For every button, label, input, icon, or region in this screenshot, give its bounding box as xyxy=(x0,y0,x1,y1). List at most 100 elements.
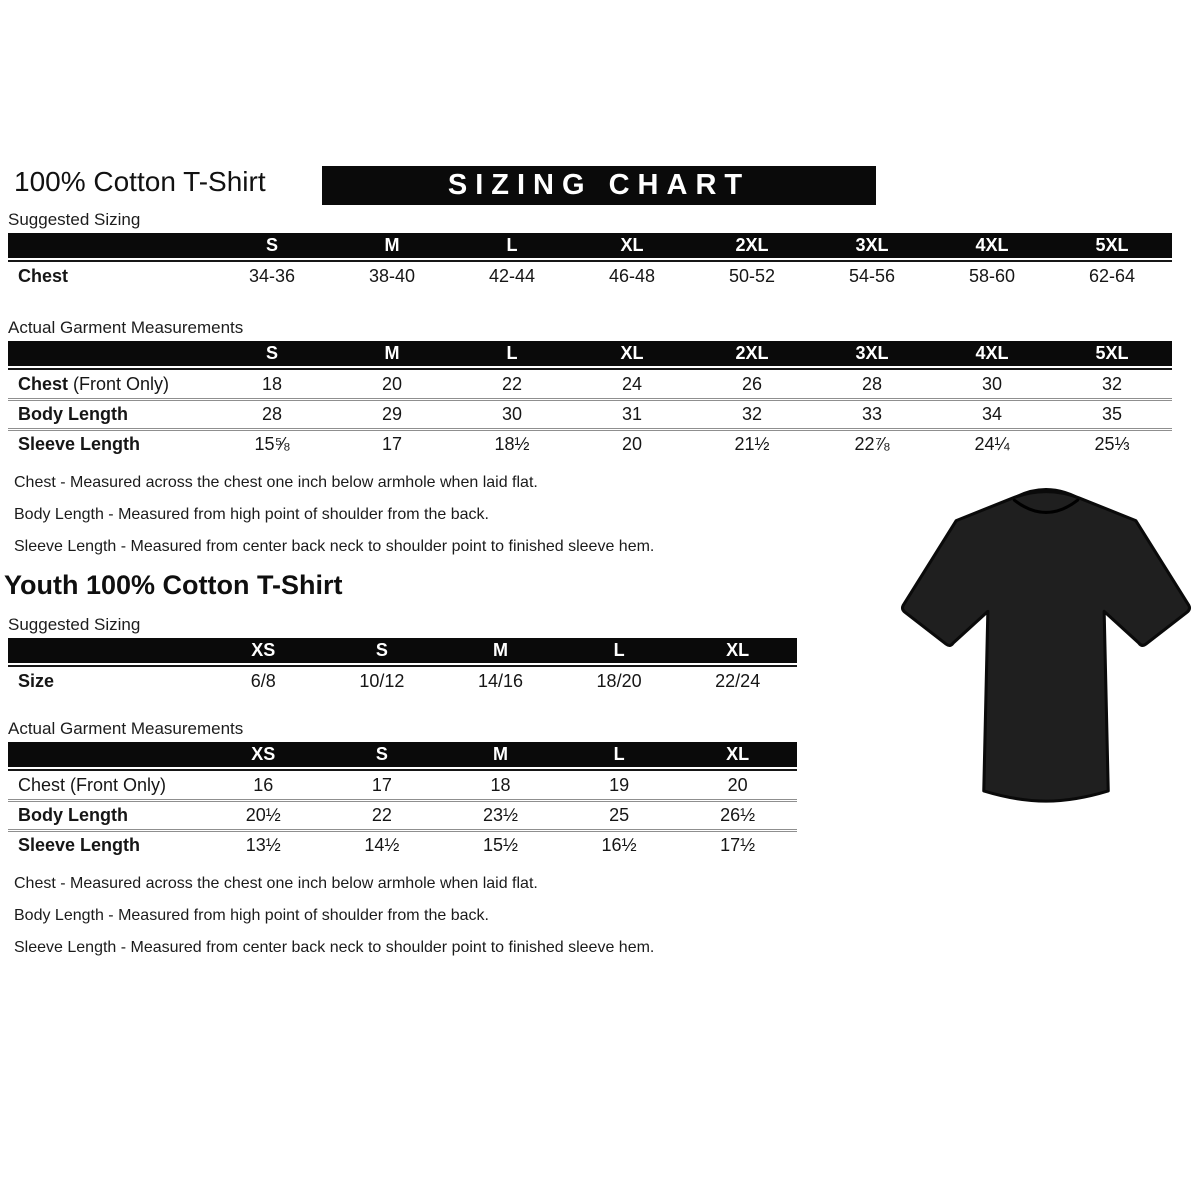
tshirt-body xyxy=(901,490,1191,803)
size-column-header: M xyxy=(332,233,452,260)
measurement-value: 23½ xyxy=(441,799,560,829)
adult-suggested-sizing-label: Suggested Sizing xyxy=(8,210,141,229)
measurement-value: 18½ xyxy=(452,428,572,458)
size-column-header: 3XL xyxy=(812,341,932,368)
note-chest: Chest - Measured across the chest one in… xyxy=(14,474,538,491)
measurement-row: Body Length 20½ 22 23½ 25 26½ xyxy=(8,799,797,829)
size-header-row: XS S M L XL xyxy=(8,742,797,769)
measurement-value: 58-60 xyxy=(932,260,1052,290)
measurement-value: 19 xyxy=(559,769,679,799)
measurement-value: 16½ xyxy=(559,829,679,859)
measurement-value: 28 xyxy=(812,368,932,398)
adult-actual-measurements-label: Actual Garment Measurements xyxy=(8,318,244,337)
measurement-value: 24 xyxy=(572,368,692,398)
measurement-value: 14/16 xyxy=(441,665,560,695)
youth-suggested-sizing-table: XS S M L XL Size 6/8 10/12 14/16 18/20 22/24 xyxy=(8,638,797,695)
measurement-value: 14½ xyxy=(322,829,442,859)
measurement-value: 15½ xyxy=(441,829,560,859)
tshirt-product-image xyxy=(893,466,1199,818)
size-column-header: L xyxy=(452,341,572,368)
measurement-row: Chest (Front Only) 18 20 22 24 26 28 30 32 xyxy=(8,368,1172,398)
page-title: 100% Cotton T-Shirt xyxy=(14,166,266,197)
measurement-value: 22 xyxy=(322,799,442,829)
measurement-value: 31 xyxy=(572,398,692,428)
note-sleeve-length: Sleeve Length - Measured from center bac… xyxy=(14,939,655,956)
note-sleeve-length: Sleeve Length - Measured from center bac… xyxy=(14,538,655,555)
measurement-value: 28 xyxy=(212,398,332,428)
row-label-cell: Sleeve Length xyxy=(8,829,204,859)
row-label-text: Sleeve Length xyxy=(18,835,141,855)
measurement-value: 21½ xyxy=(692,428,812,458)
measurement-value: 17 xyxy=(322,769,442,799)
header-corner-cell xyxy=(8,341,212,368)
header-corner-cell xyxy=(8,742,204,769)
measurement-value: 26 xyxy=(692,368,812,398)
size-column-header: M xyxy=(332,341,452,368)
size-column-header: L xyxy=(452,233,572,260)
adult-actual-measurements-table: S M L XL 2XL 3XL 4XL 5XL Chest (Front Only) 18 20 2… xyxy=(8,341,1172,458)
row-label-cell: Chest (Front Only) xyxy=(8,769,204,799)
size-column-header: 2XL xyxy=(692,341,812,368)
measurement-row: Chest 34-36 38-40 42-44 46-48 50-52 54-56 58-60… xyxy=(8,260,1172,290)
row-label-text: Body Length xyxy=(18,805,128,825)
sizing-chart-banner: SIZING CHART xyxy=(322,166,876,205)
measurement-row: Sleeve Length 15⅝ 17 18½ 20 21½ 22⅞ 24¼ 25⅓ xyxy=(8,428,1172,458)
size-column-header: M xyxy=(441,638,560,665)
size-column-header: S xyxy=(322,742,442,769)
row-label-text: Chest xyxy=(18,373,69,394)
header-corner-cell xyxy=(8,233,212,260)
note-body-length: Body Length - Measured from high point o… xyxy=(14,506,489,523)
measurement-value: 62-64 xyxy=(1052,260,1172,290)
measurement-value: 54-56 xyxy=(812,260,932,290)
measurement-value: 34-36 xyxy=(212,260,332,290)
tshirt-neck-seam xyxy=(1012,498,1080,514)
measurement-value: 10/12 xyxy=(322,665,442,695)
youth-actual-measurements-label: Actual Garment Measurements xyxy=(8,719,244,738)
row-label-text: Sleeve Length xyxy=(18,434,141,454)
size-column-header: 4XL xyxy=(932,341,1052,368)
size-column-header: XL xyxy=(572,233,692,260)
measurement-value: 20 xyxy=(572,428,692,458)
measurement-value: 29 xyxy=(332,398,452,428)
measurement-value: 25 xyxy=(559,799,679,829)
measurement-value: 18/20 xyxy=(559,665,679,695)
measurement-value: 16 xyxy=(204,769,323,799)
tshirt-svg xyxy=(901,487,1191,803)
measurement-value: 17 xyxy=(332,428,452,458)
measurement-value: 15⅝ xyxy=(212,428,332,458)
size-column-header: 2XL xyxy=(692,233,812,260)
sizing-chart-banner-text: SIZING CHART xyxy=(447,169,751,201)
row-label-text: Chest xyxy=(18,774,66,795)
size-column-header: XL xyxy=(678,638,797,665)
size-header-row: S M L XL 2XL 3XL 4XL 5XL xyxy=(8,341,1172,368)
youth-suggested-sizing-label: Suggested Sizing xyxy=(8,615,141,634)
size-column-header: XL xyxy=(572,341,692,368)
row-label-suffix: (Front Only) xyxy=(65,774,167,795)
size-column-header: 3XL xyxy=(812,233,932,260)
adult-measurement-notes: Chest - Measured across the chest one in… xyxy=(8,474,1174,556)
measurement-value: 22/24 xyxy=(678,665,797,695)
size-column-header: 4XL xyxy=(932,233,1052,260)
row-label-text: Size xyxy=(18,670,55,691)
size-column-header: XS xyxy=(204,638,323,665)
measurement-value: 22⅞ xyxy=(812,428,932,458)
size-column-header: L xyxy=(559,742,679,769)
row-label-cell: Body Length xyxy=(8,799,204,829)
measurement-value: 20½ xyxy=(204,799,323,829)
header-corner-cell xyxy=(8,638,204,665)
youth-actual-measurements-table: XS S M L XL Chest (Front Only) 16 17 18 19 20 Body … xyxy=(8,742,797,859)
measurement-row: Chest (Front Only) 16 17 18 19 20 xyxy=(8,769,797,799)
measurement-value: 34 xyxy=(932,398,1052,428)
note-chest: Chest - Measured across the chest one in… xyxy=(14,875,538,892)
measurement-value: 42-44 xyxy=(452,260,572,290)
size-column-header: S xyxy=(322,638,442,665)
row-label-cell: Chest xyxy=(8,260,212,290)
row-label-cell: Chest (Front Only) xyxy=(8,368,212,398)
measurement-value: 32 xyxy=(692,398,812,428)
measurement-value: 20 xyxy=(678,769,797,799)
row-label-text: Body Length xyxy=(18,404,128,424)
row-label-suffix: (Front Only) xyxy=(68,373,170,394)
row-label-cell: Size xyxy=(8,665,204,695)
note-body-length: Body Length - Measured from high point o… xyxy=(14,907,489,924)
row-label-cell: Sleeve Length xyxy=(8,428,212,458)
